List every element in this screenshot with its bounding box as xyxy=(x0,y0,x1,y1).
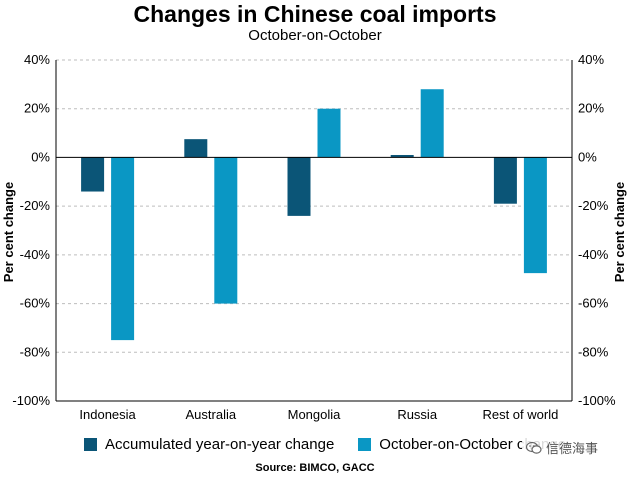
y-tick-label-right: 20% xyxy=(578,101,604,116)
watermark-text: 信德海事 xyxy=(546,441,599,456)
bar-mongolia-series-2 xyxy=(317,108,341,158)
legend-item-october: October-on-October change xyxy=(358,436,566,453)
bar-australia-series-1 xyxy=(184,139,208,158)
watermark: 信德海事 xyxy=(522,437,603,458)
legend-label-october: October-on-October change xyxy=(379,435,567,453)
y-tick-label-right: -100% xyxy=(578,393,616,408)
bar-indonesia-series-2 xyxy=(111,157,135,341)
legend-swatch-october xyxy=(358,437,372,451)
x-tick-label: Indonesia xyxy=(79,407,136,422)
wechat-icon xyxy=(526,441,542,454)
legend-label-accumulated: Accumulated year-on-year change xyxy=(105,435,335,453)
bar-mongolia-series-1 xyxy=(287,157,311,216)
source-note: Source: BIMCO, GACC xyxy=(255,462,375,474)
y-tick-label-right: -20% xyxy=(578,198,609,213)
chart-title: Changes in Chinese coal imports xyxy=(133,1,497,27)
y-tick-label-right: -80% xyxy=(578,344,609,359)
y-tick-label-left: 40% xyxy=(24,52,50,67)
y-tick-label-left: 0% xyxy=(31,149,50,164)
chart-subtitle: October-on-October xyxy=(248,27,382,44)
y-tick-label-left: -20% xyxy=(20,198,51,213)
legend-swatch-accumulated xyxy=(84,437,97,451)
x-tick-label: Russia xyxy=(397,407,438,422)
bar-australia-series-2 xyxy=(214,157,238,304)
bar-russia-series-1 xyxy=(390,154,414,158)
y-tick-label-right: -60% xyxy=(578,296,609,311)
axes xyxy=(55,60,573,402)
y-axis-right-label: Per cent change xyxy=(612,182,627,282)
y-tick-label-right: 0% xyxy=(578,149,597,164)
bar-russia-series-2 xyxy=(420,89,444,158)
bars xyxy=(81,89,547,341)
x-axis-ticks: Indonesia Australia Mongolia Russia Rest of … xyxy=(79,407,558,422)
y-tick-label-right: -40% xyxy=(578,247,609,262)
x-tick-label: Mongolia xyxy=(288,407,342,422)
legend: Accumulated year-on-year change October-… xyxy=(84,434,590,454)
y-tick-label-right: 40% xyxy=(578,52,604,67)
y-tick-label-left: -40% xyxy=(20,247,51,262)
y-axis-left-ticks: -100% -80% -60% -40% -20% 0% 20% 40% xyxy=(12,52,50,408)
gridlines xyxy=(56,59,572,353)
y-tick-label-left: -100% xyxy=(12,393,50,408)
y-axis-right-ticks: -100% -80% -60% -40% -20% 0% 20% 40% xyxy=(578,52,616,408)
y-axis-left-label: Per cent change xyxy=(1,182,16,282)
x-tick-label: Rest of world xyxy=(482,407,558,422)
legend-item-accumulated: Accumulated year-on-year change xyxy=(84,436,334,453)
x-tick-label: Australia xyxy=(186,407,237,422)
y-tick-label-left: -60% xyxy=(20,296,51,311)
y-tick-label-left: -80% xyxy=(20,344,51,359)
bar-rest-of-world-series-1 xyxy=(493,157,517,204)
y-tick-label-left: 20% xyxy=(24,101,50,116)
bar-indonesia-series-1 xyxy=(81,157,105,192)
bar-rest-of-world-series-2 xyxy=(523,157,547,274)
